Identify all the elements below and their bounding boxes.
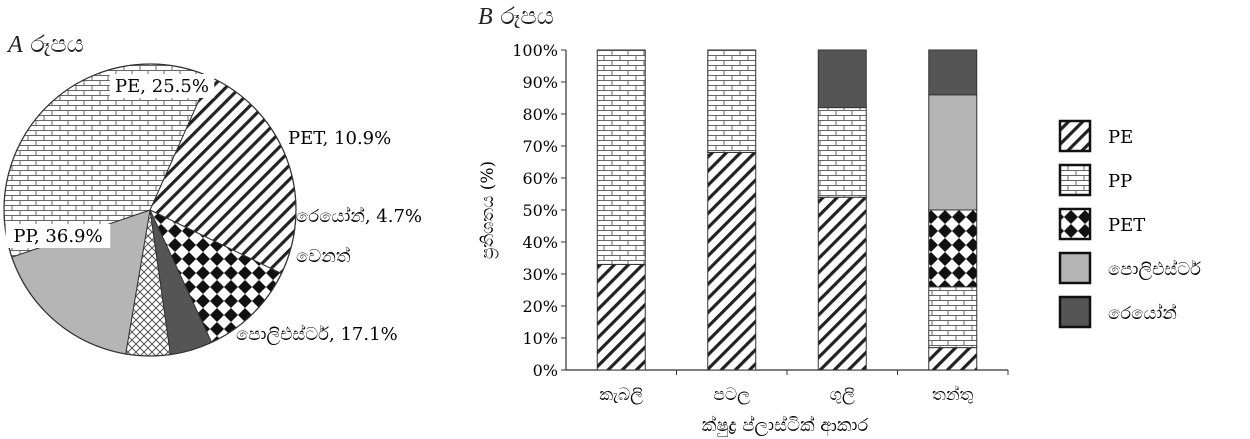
- pie-label-item-3: වෙනත්: [296, 246, 351, 267]
- y-tick-label: 70%: [522, 137, 558, 156]
- legend-label-pe: PE: [1108, 127, 1133, 148]
- bar-legend: PE PP PET පොලිඑස්ටර් රෙයෝන්: [1058, 119, 1201, 329]
- bar-x-axis-label: ක්ෂුද්‍ර ප්ලාස්ටික් ආකාර: [702, 415, 869, 437]
- bar-chart: [596, 49, 978, 371]
- pie-labels: PE, 25.5% PET, 10.9% රෙයෝන්, 4.7% වෙනත් පොලි…: [5, 74, 422, 345]
- legend-swatch-item-3: [1058, 251, 1092, 285]
- y-tick-label: 90%: [522, 73, 558, 92]
- legend-label-item-4: රෙයෝන්: [1108, 303, 1177, 324]
- legend-label-pet: PET: [1108, 215, 1145, 236]
- y-tick-label: 10%: [522, 329, 558, 348]
- legend-swatch-pet: [1058, 207, 1092, 241]
- bar-segment-pe: [596, 263, 646, 371]
- y-tick-label: 80%: [522, 105, 558, 124]
- legend-swatch-pp: [1058, 163, 1092, 197]
- y-tick-label: 40%: [522, 233, 558, 252]
- pie-chart-title: A රූපය: [8, 30, 84, 58]
- bar-segment-pp: [928, 286, 978, 349]
- bar-segment-pp: [596, 49, 646, 265]
- pie-label-pp: PP, 36.9%: [13, 226, 102, 247]
- pie-chart: [3, 63, 297, 357]
- pie-outline: [3, 63, 297, 357]
- bar-segment-item-4: [928, 49, 978, 96]
- x-tick-label: ගුලි: [830, 385, 855, 405]
- y-tick-label: 20%: [522, 297, 558, 316]
- y-tick-label: 0%: [533, 361, 558, 380]
- legend-swatch-pe: [1058, 119, 1092, 153]
- x-tick-label: පටල: [713, 385, 750, 405]
- bar-y-axis-label: ප්‍රතිශතය (%): [478, 161, 498, 259]
- y-tick-label: 50%: [522, 201, 558, 220]
- x-tick-label: කැබලි: [599, 385, 643, 405]
- legend-swatch-item-4: [1058, 295, 1092, 329]
- bar-segment-pe: [817, 196, 867, 371]
- pie-label-background: [5, 224, 111, 248]
- bar-segment-pp: [817, 107, 867, 198]
- bar-chart-title: B රූපය: [478, 2, 554, 30]
- bar-segment-item-4: [817, 49, 867, 109]
- y-tick-label: 30%: [522, 265, 558, 284]
- x-tick-label: තන්තු: [932, 385, 974, 405]
- bar-segment-pet: [928, 209, 978, 288]
- pie-label-pe: PE, 25.5%: [115, 76, 209, 97]
- pie-label-item-2: රෙයෝන්, 4.7%: [296, 206, 422, 227]
- legend-label-pp: PP: [1108, 171, 1132, 192]
- pie-label-background: [109, 74, 215, 98]
- bar-segment-item-3: [928, 94, 978, 211]
- legend-label-item-3: පොලිඑස්ටර්: [1108, 259, 1201, 280]
- bar-segment-pe: [928, 347, 978, 371]
- bar-segment-pe: [707, 151, 757, 371]
- y-tick-label: 100%: [512, 41, 558, 60]
- pie-label-pet: PET, 10.9%: [288, 128, 391, 149]
- bar-segment-pp: [707, 49, 757, 153]
- pie-label-item-4: පොලිඑස්ටර්, 17.1%: [236, 324, 398, 345]
- y-tick-label: 60%: [522, 169, 558, 188]
